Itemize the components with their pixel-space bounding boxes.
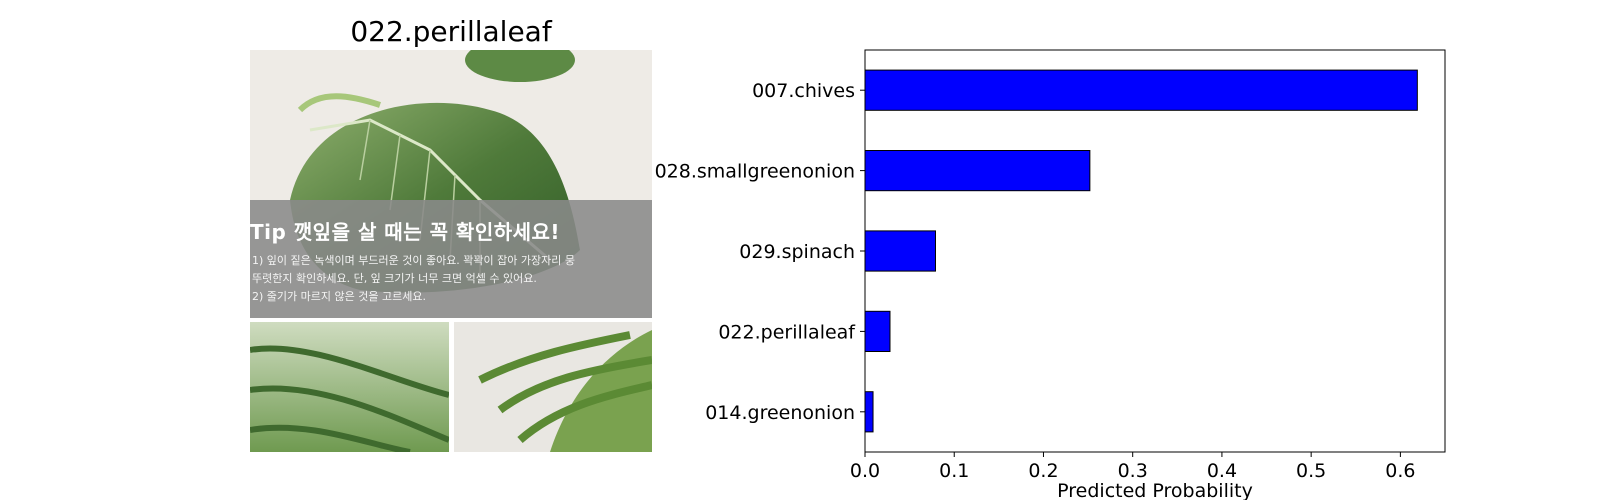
x-tick-label: 0.6 xyxy=(1385,460,1415,482)
bar xyxy=(864,150,1091,192)
bar xyxy=(864,69,1418,111)
x-tick-label: 0.0 xyxy=(850,460,880,482)
overlay-line: 뚜렷한지 확인하세요. 단, 잎 크기가 너무 크면 억셀 수 있어요. xyxy=(252,272,537,285)
bar xyxy=(864,230,936,272)
y-tick-label: 028.smallgreenonion xyxy=(655,161,855,183)
image-title: 022.perillaleaf xyxy=(350,15,552,48)
plot-frame xyxy=(864,49,1446,453)
y-tick-label: 022.perillaleaf xyxy=(718,321,856,343)
bar xyxy=(864,310,891,352)
x-axis-label: Predicted Probability xyxy=(1057,480,1253,500)
bar xyxy=(864,391,874,433)
overlay-line: 2) 줄기가 마르지 않은 것을 고르세요. xyxy=(252,290,426,303)
perilla-leaf-photo: Tip 깻잎을 살 때는 꼭 확인하세요! 1) 잎이 짙은 녹색이며 부드러운… xyxy=(250,50,652,452)
x-tick-label: 0.4 xyxy=(1207,460,1237,482)
y-tick-label: 029.spinach xyxy=(739,241,855,263)
y-tick-label: 007.chives xyxy=(752,80,855,102)
x-tick-label: 0.1 xyxy=(939,460,969,482)
y-tick-label: 014.greenonion xyxy=(705,402,855,424)
x-tick-label: 0.3 xyxy=(1118,460,1148,482)
x-tick-label: 0.2 xyxy=(1028,460,1058,482)
x-tick-label: 0.5 xyxy=(1296,460,1326,482)
overlay-line: 1) 잎이 짙은 녹색이며 부드러운 것이 좋아요. 꽉꽉이 잡아 가장자리 뭉 xyxy=(252,254,575,267)
overlay-tip-title: Tip 깻잎을 살 때는 꼭 확인하세요! xyxy=(250,220,561,244)
